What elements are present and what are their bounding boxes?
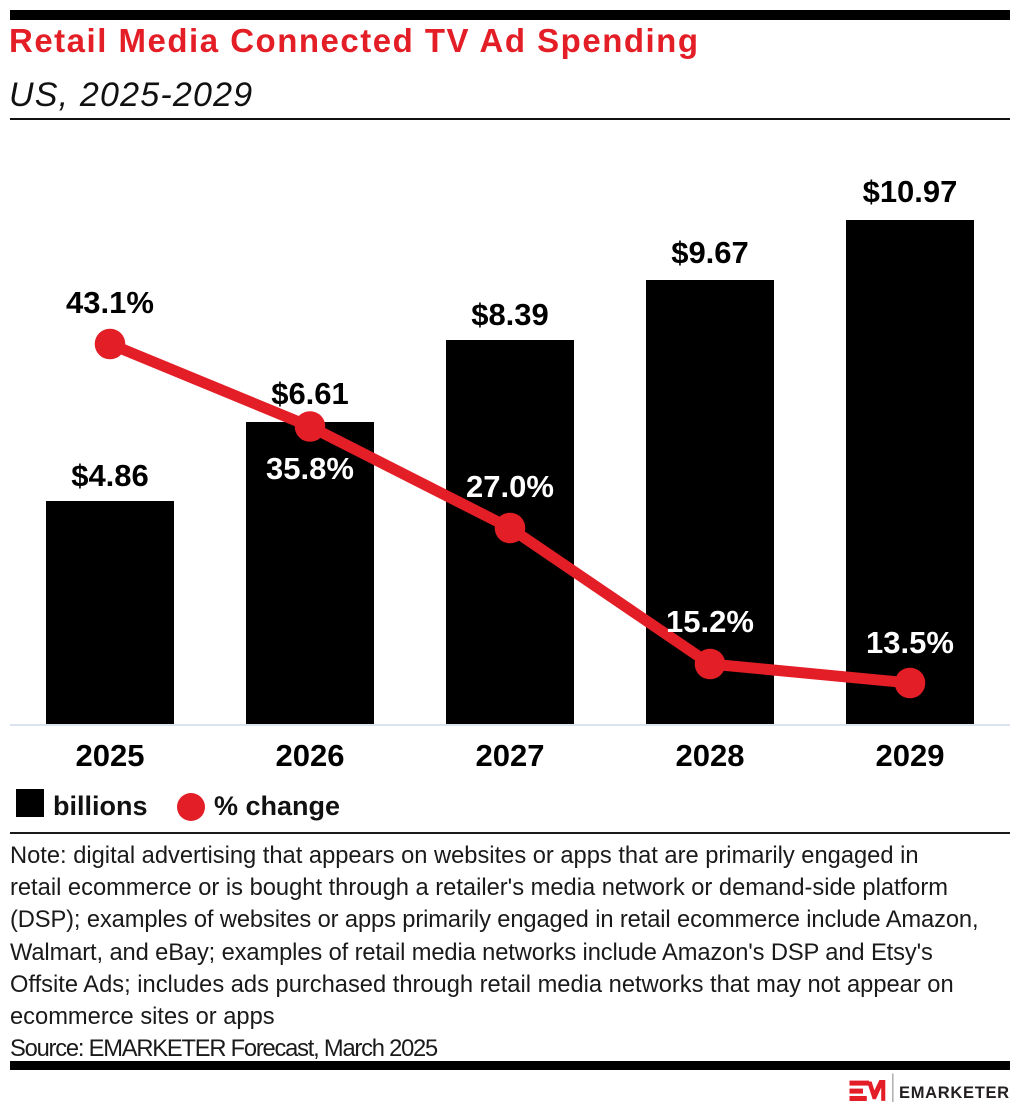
- svg-text:EMARKETER: EMARKETER: [899, 1084, 1010, 1102]
